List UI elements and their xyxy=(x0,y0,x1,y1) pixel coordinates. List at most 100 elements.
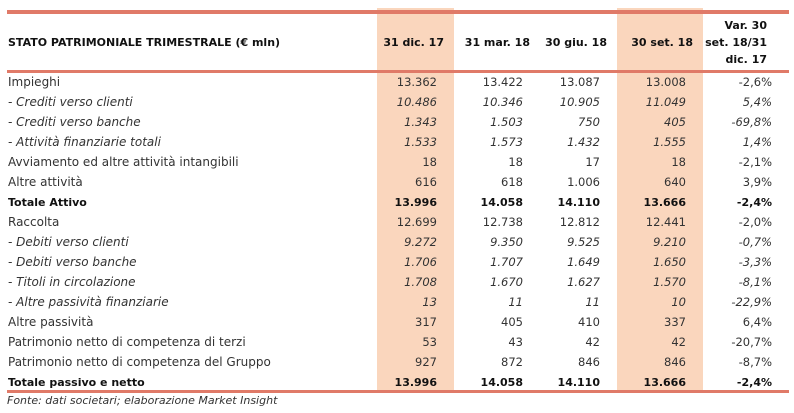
variation-cell: -22,9% xyxy=(731,295,772,309)
table-row: - Attività finanziarie totali 1.533 1.573 1… xyxy=(7,132,789,152)
value-cell: 18 xyxy=(671,155,686,169)
value-cell: 11 xyxy=(508,295,523,309)
value-cell: 1.708 xyxy=(404,275,437,289)
value-cell: 42 xyxy=(671,335,686,349)
value-cell: 13.666 xyxy=(643,195,686,209)
table-row: Patrimonio netto di competenza di terzi 5… xyxy=(7,332,789,352)
value-cell: 10.486 xyxy=(396,95,437,109)
table-row: - Crediti verso banche 1.343 1.503 750 405 -6… xyxy=(7,112,789,132)
value-cell: 53 xyxy=(422,335,437,349)
value-cell: 12.738 xyxy=(482,215,523,229)
column-header: 30 set. 18 xyxy=(631,35,693,49)
row-label: Totale passivo e netto xyxy=(8,375,145,389)
variation-cell: 5,4% xyxy=(742,95,772,109)
row-label: Altre attività xyxy=(8,175,83,189)
value-cell: 1.343 xyxy=(404,115,437,129)
table-row: Raccolta 12.699 12.738 12.812 12.441 -2,0% xyxy=(7,212,789,232)
value-cell: 13.087 xyxy=(559,75,600,89)
variation-cell: -2,4% xyxy=(736,375,772,389)
variation-cell: 6,4% xyxy=(742,315,772,329)
value-cell: 337 xyxy=(664,315,686,329)
table-row: Patrimonio netto di competenza del Grupp… xyxy=(7,352,789,372)
variation-cell: -2,0% xyxy=(738,215,772,229)
value-cell: 317 xyxy=(415,315,437,329)
row-label: - Titoli in circolazione xyxy=(8,275,136,289)
variation-cell: -2,6% xyxy=(738,75,772,89)
table-row: Altre attività 616 618 1.006 640 3,9% xyxy=(7,172,789,192)
variation-cell: -8,7% xyxy=(738,355,772,369)
value-cell: 13.362 xyxy=(396,75,437,89)
table-row: Totale passivo e netto 13.996 14.058 14.110… xyxy=(7,372,789,392)
value-cell: 10.905 xyxy=(559,95,600,109)
value-cell: 12.699 xyxy=(396,215,437,229)
value-cell: 1.533 xyxy=(404,135,437,149)
row-label: - Crediti verso banche xyxy=(8,115,141,129)
value-cell: 18 xyxy=(508,155,523,169)
row-label: Raccolta xyxy=(8,215,60,229)
value-cell: 14.058 xyxy=(480,195,523,209)
value-cell: 927 xyxy=(415,355,437,369)
variation-cell: -3,3% xyxy=(738,255,772,269)
header-rule xyxy=(7,70,789,73)
value-cell: 42 xyxy=(585,335,600,349)
row-label: - Crediti verso clienti xyxy=(8,95,133,109)
value-cell: 10.346 xyxy=(482,95,523,109)
value-cell: 640 xyxy=(664,175,686,189)
value-cell: 405 xyxy=(664,115,686,129)
table-row: - Titoli in circolazione 1.708 1.670 1.627 1… xyxy=(7,272,789,292)
value-cell: 43 xyxy=(508,335,523,349)
variation-cell: 1,4% xyxy=(742,135,772,149)
table-row: Totale Attivo 13.996 14.058 14.110 13.666 -2,… xyxy=(7,192,789,212)
source-note: Fonte: dati societari; elaborazione Mark… xyxy=(7,394,278,407)
bottom-rule xyxy=(7,390,789,393)
value-cell: 12.812 xyxy=(559,215,600,229)
value-cell: 618 xyxy=(501,175,523,189)
row-label: - Debiti verso clienti xyxy=(8,235,129,249)
balance-sheet-table: STATO PATRIMONIALE TRIMESTRALE (€ mln) 3… xyxy=(7,14,789,392)
value-cell: 13.008 xyxy=(645,75,686,89)
value-cell: 11 xyxy=(585,295,600,309)
value-cell: 9.210 xyxy=(653,235,686,249)
value-cell: 14.110 xyxy=(557,375,600,389)
value-cell: 1.555 xyxy=(653,135,686,149)
row-label: - Attività finanziarie totali xyxy=(8,135,161,149)
variation-cell: -69,8% xyxy=(731,115,772,129)
value-cell: 13.422 xyxy=(482,75,523,89)
row-label: Patrimonio netto di competenza del Grupp… xyxy=(8,355,271,369)
variation-cell: -8,1% xyxy=(738,275,772,289)
value-cell: 14.058 xyxy=(480,375,523,389)
row-label: Altre passività xyxy=(8,315,94,329)
value-cell: 1.432 xyxy=(567,135,600,149)
value-cell: 1.627 xyxy=(567,275,600,289)
value-cell: 9.272 xyxy=(404,235,437,249)
value-cell: 18 xyxy=(422,155,437,169)
column-header: 31 dic. 17 xyxy=(383,35,444,49)
var-line: set. 18/31 xyxy=(705,35,767,49)
column-header-variation: Var. 30 set. 18/31 dic. 17 xyxy=(703,14,789,70)
value-cell: 13.666 xyxy=(643,375,686,389)
table-row: - Debiti verso clienti 9.272 9.350 9.525 9.2… xyxy=(7,232,789,252)
row-label: - Debiti verso banche xyxy=(8,255,137,269)
value-cell: 846 xyxy=(664,355,686,369)
value-cell: 13.996 xyxy=(394,375,437,389)
value-cell: 13 xyxy=(422,295,437,309)
value-cell: 872 xyxy=(501,355,523,369)
value-cell: 14.110 xyxy=(557,195,600,209)
table-row: Avviamento ed altre attività intangibili… xyxy=(7,152,789,172)
value-cell: 10 xyxy=(671,295,686,309)
value-cell: 616 xyxy=(415,175,437,189)
table-row: Impieghi 13.362 13.422 13.087 13.008 -2,6% xyxy=(7,70,789,92)
row-label: Totale Attivo xyxy=(8,195,87,209)
value-cell: 12.441 xyxy=(645,215,686,229)
value-cell: 1.650 xyxy=(653,255,686,269)
table-row: - Crediti verso clienti 10.486 10.346 10.90… xyxy=(7,92,789,112)
variation-cell: -2,4% xyxy=(736,195,772,209)
value-cell: 9.525 xyxy=(567,235,600,249)
row-label: Avviamento ed altre attività intangibili xyxy=(8,155,239,169)
top-rule xyxy=(7,10,789,14)
variation-cell: -0,7% xyxy=(738,235,772,249)
var-line: dic. 17 xyxy=(725,52,767,66)
value-cell: 9.350 xyxy=(490,235,523,249)
variation-cell: 3,9% xyxy=(742,175,772,189)
value-cell: 1.573 xyxy=(490,135,523,149)
